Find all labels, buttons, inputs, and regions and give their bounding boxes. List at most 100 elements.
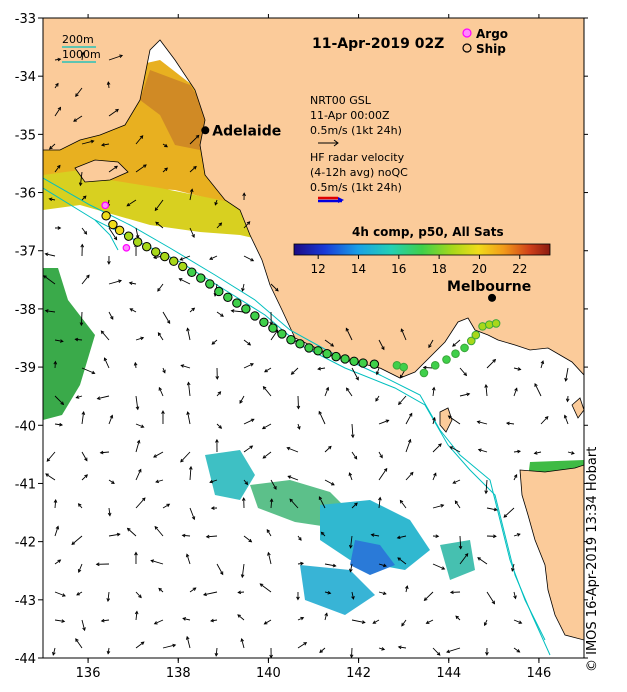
current-vector: [459, 367, 467, 376]
current-vector: [186, 636, 191, 649]
current-vector-head: [493, 507, 498, 512]
current-vector-head: [440, 504, 445, 508]
ship-track-point: [358, 358, 368, 368]
current-vector-head: [237, 614, 241, 618]
current-vector: [267, 552, 272, 565]
current-vector: [126, 199, 137, 207]
current-vector: [187, 328, 191, 341]
ship-track-point: [322, 349, 332, 359]
x-tick-label: 140: [256, 666, 281, 681]
current-vector: [400, 328, 407, 341]
current-vector: [351, 423, 354, 438]
current-vector: [135, 395, 139, 410]
current-vector-head: [220, 313, 224, 317]
ship-track-point: [331, 351, 341, 362]
current-vector-head: [533, 451, 538, 455]
current-vector: [513, 619, 522, 624]
current-vector-head: [84, 474, 88, 478]
current-vector-head: [126, 202, 131, 207]
current-vector-head: [422, 365, 427, 370]
current-vector-head: [80, 243, 85, 248]
current-vector: [378, 451, 383, 458]
current-vector: [216, 423, 222, 429]
current-vector-head: [193, 165, 197, 170]
current-vector-head: [370, 533, 375, 537]
y-tick-label: -38: [15, 303, 36, 318]
current-vector-head: [383, 467, 388, 472]
x-tick-label: 142: [346, 666, 371, 681]
ship-legend-marker: [462, 43, 472, 53]
current-vector-head: [57, 559, 62, 563]
current-vector: [108, 280, 122, 285]
current-vector: [101, 619, 110, 622]
current-vector-head: [140, 424, 145, 428]
current-vector-head: [262, 385, 267, 390]
current-vector: [264, 367, 272, 373]
current-vector: [189, 466, 192, 481]
current-vector: [351, 619, 365, 624]
current-vector-head: [330, 343, 335, 347]
current-vector-head: [210, 506, 215, 510]
current-vector: [189, 189, 193, 201]
current-vector-head: [458, 545, 463, 550]
current-vector: [371, 534, 380, 537]
current-vector: [162, 503, 170, 509]
current-vector-head: [431, 386, 436, 391]
current-vector: [81, 474, 88, 481]
current-vector-head: [110, 316, 114, 320]
current-vector: [162, 311, 171, 324]
current-vector: [135, 423, 144, 428]
current-vector-head: [318, 496, 323, 500]
current-vector: [210, 619, 218, 622]
current-vector: [182, 617, 191, 621]
ship-track-point: [151, 247, 161, 257]
current-vector: [270, 479, 277, 490]
current-vector-head: [60, 401, 65, 406]
current-vector-head: [209, 256, 213, 260]
isobath-gulf-line: [94, 219, 119, 251]
current-vector-head: [135, 406, 140, 411]
current-vector-head: [383, 563, 387, 568]
current-vector-head: [57, 164, 61, 169]
current-vector-head: [57, 106, 62, 111]
current-vector-head: [428, 344, 432, 349]
current-vector-head: [331, 482, 335, 486]
current-vector-head: [266, 529, 271, 533]
current-vector: [49, 143, 56, 150]
current-vector-head: [248, 538, 253, 543]
current-vector-head: [261, 425, 266, 430]
current-vector-head: [202, 592, 207, 597]
current-vector-head: [91, 370, 96, 375]
current-vector: [81, 274, 90, 285]
current-vector: [52, 647, 56, 656]
current-vector-head: [76, 592, 80, 596]
ship-track-point: [101, 211, 111, 221]
current-vector-head: [166, 503, 171, 508]
current-vector: [485, 384, 488, 397]
current-vector: [237, 614, 245, 621]
current-vector: [243, 339, 251, 346]
current-vector-head: [172, 643, 177, 648]
current-vector: [401, 619, 407, 627]
current-vector-head: [115, 108, 119, 113]
current-vector: [54, 526, 59, 537]
current-vector: [104, 357, 110, 369]
current-vector-head: [150, 559, 155, 563]
current-vector-head: [157, 332, 162, 336]
current-vector: [49, 198, 56, 201]
current-vector-head: [381, 647, 386, 651]
current-vector-head: [466, 392, 471, 397]
current-vector: [180, 451, 191, 463]
current-vector: [231, 310, 245, 313]
current-vector: [270, 329, 279, 341]
current-vector-head: [111, 480, 115, 484]
colorbar-tick-label: 22: [512, 262, 527, 276]
current-vector: [485, 479, 488, 494]
current-vector-head: [396, 535, 401, 540]
current-vector-head: [447, 415, 452, 419]
current-vector-head: [375, 371, 380, 376]
isobath-200m-label: 200m: [62, 33, 94, 46]
y-tick-label: -42: [15, 536, 36, 551]
current-vector: [540, 360, 544, 369]
nrt-line-1: NRT00 GSL: [310, 94, 372, 107]
